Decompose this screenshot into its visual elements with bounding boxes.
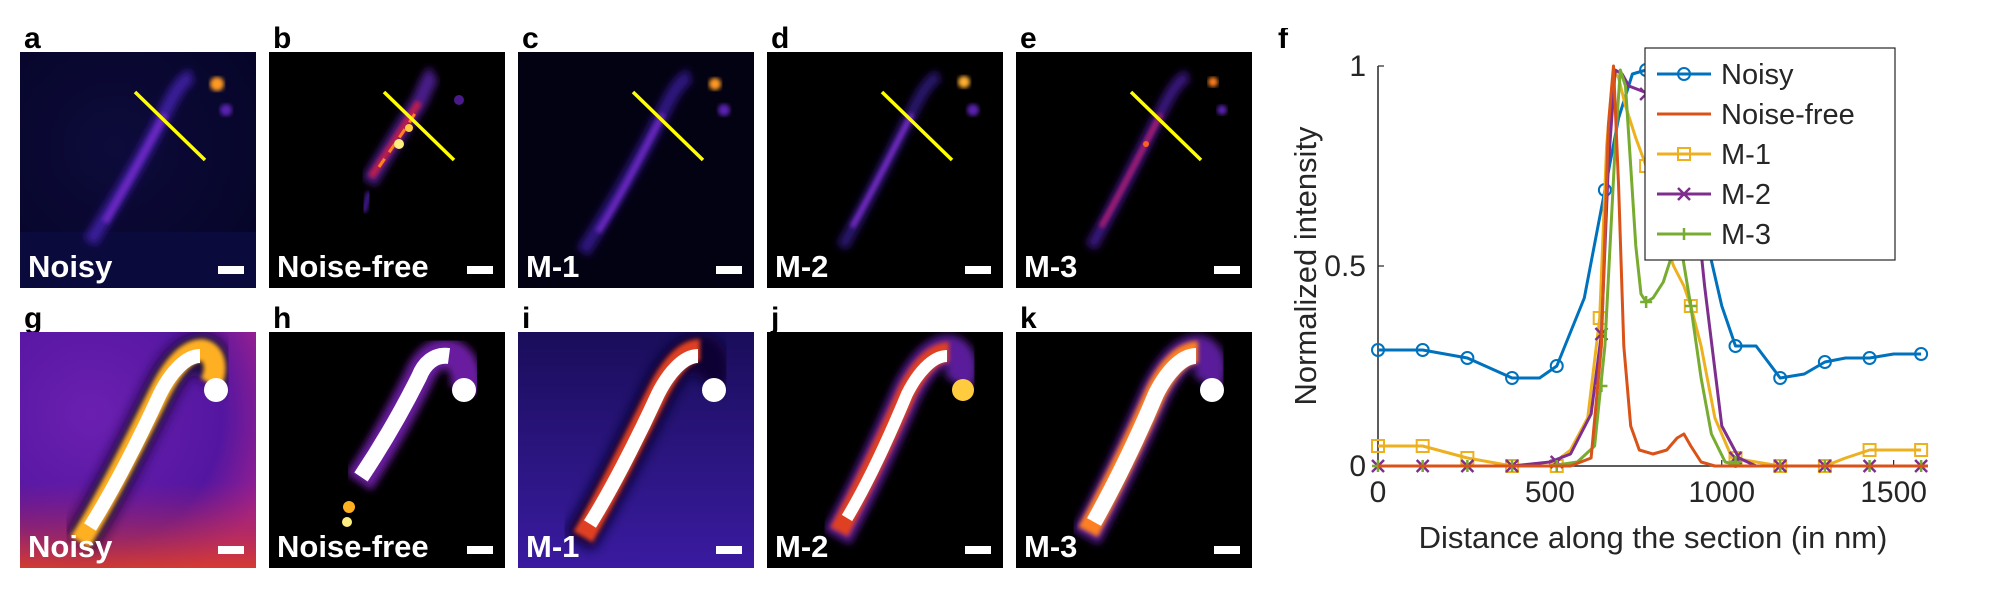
- panel-letter-a: a: [24, 22, 41, 55]
- x-tick-label: 1000: [1688, 476, 1755, 509]
- legend-marker: [1678, 228, 1690, 240]
- panel-label-b: Noise-free: [277, 249, 429, 284]
- series-line-m-3: [1378, 68, 1928, 468]
- panel-label-a: Noisy: [28, 249, 113, 284]
- panel-label-i: M-1: [526, 529, 580, 564]
- legend-marker: [1677, 187, 1691, 201]
- data-point: [1371, 439, 1385, 453]
- x-tick-label: 1500: [1860, 476, 1927, 509]
- panel-letter-d: d: [771, 22, 790, 55]
- x-tick-label: 0: [1370, 476, 1387, 509]
- panel-letter-h: h: [273, 302, 292, 335]
- legend-label: Noisy: [1721, 59, 1794, 91]
- scale-bar: [218, 266, 244, 274]
- image-panel-a: Noisy: [20, 52, 256, 288]
- image-panel-i: M-1: [518, 332, 754, 568]
- data-point: [1549, 359, 1564, 373]
- profile-chart: f 0 500 1000 1500 0 0.5 1 Distance along the se…: [1278, 28, 1929, 555]
- data-point: [1862, 351, 1877, 365]
- data-point: [1371, 343, 1385, 357]
- data-point: [1817, 355, 1832, 369]
- image-panel-d: M-2: [767, 52, 1003, 288]
- series-line-m-2: [1378, 68, 1928, 468]
- panel-label-j: M-2: [775, 529, 829, 564]
- data-point: [1773, 371, 1788, 385]
- legend-label: M-1: [1721, 139, 1771, 171]
- panel-label-h: Noise-free: [277, 529, 429, 564]
- y-tick-label: 1: [1349, 50, 1366, 83]
- scale-bar: [716, 546, 742, 554]
- scale-bar: [965, 546, 991, 554]
- data-point: [1914, 443, 1929, 457]
- scale-bar: [218, 546, 244, 554]
- x-tick-label: 500: [1525, 476, 1575, 509]
- legend-marker: [1677, 67, 1691, 81]
- series-line-noise-free: [1378, 64, 1928, 468]
- image-panel-b: Noise-free: [269, 52, 505, 288]
- y-tick-label: 0: [1349, 450, 1366, 483]
- panel-letter-f: f: [1278, 28, 1289, 55]
- image-panel-j: M-2: [767, 332, 1003, 568]
- y-tick-label: 0.5: [1324, 250, 1366, 283]
- panel-letter-j: j: [771, 302, 780, 335]
- data-point: [1728, 339, 1743, 353]
- data-point: [1684, 300, 1697, 312]
- scale-bar: [467, 266, 493, 274]
- legend-label: Noise-free: [1721, 99, 1855, 131]
- image-panel-c: M-1: [518, 52, 754, 288]
- data-point: [1415, 343, 1430, 357]
- panel-letter-g: g: [24, 302, 43, 335]
- image-panel-h: Noise-free: [269, 332, 505, 568]
- panel-letter-i: i: [522, 302, 531, 335]
- panel-label-c: M-1: [526, 249, 580, 284]
- data-point: [1505, 371, 1520, 385]
- panel-letter-e: e: [1020, 22, 1037, 55]
- data-point: [1415, 439, 1430, 453]
- legend-label: M-3: [1721, 219, 1771, 251]
- scale-bar: [716, 266, 742, 274]
- panel-letter-b: b: [273, 22, 292, 55]
- panel-label-g: Noisy: [28, 529, 113, 564]
- data-point: [1460, 351, 1475, 365]
- data-point: [1640, 296, 1653, 308]
- data-point: [1862, 443, 1877, 457]
- section-line: [133, 90, 207, 162]
- y-axis-label: Normalized intensity: [1288, 126, 1323, 406]
- panel-label-d: M-2: [775, 249, 829, 284]
- scale-bar: [1214, 266, 1240, 274]
- image-panel-k: M-3: [1016, 332, 1252, 568]
- section-line: [880, 90, 954, 162]
- legend-marker: [1677, 147, 1691, 161]
- section-line: [382, 90, 456, 162]
- scale-bar: [1214, 546, 1240, 554]
- x-axis-label: Distance along the section (in nm): [1419, 520, 1888, 555]
- section-line: [631, 90, 705, 162]
- scale-bar: [467, 546, 493, 554]
- panel-label-k: M-3: [1024, 529, 1078, 564]
- scale-bar: [965, 266, 991, 274]
- panel-letter-c: c: [522, 22, 539, 55]
- section-line: [1129, 90, 1203, 162]
- data-point: [1914, 347, 1929, 361]
- panel-label-e: M-3: [1024, 249, 1078, 284]
- image-panel-e: M-3: [1016, 52, 1252, 288]
- panel-letter-k: k: [1020, 302, 1037, 335]
- image-panel-g: Noisy: [20, 332, 256, 568]
- legend-label: M-2: [1721, 179, 1771, 211]
